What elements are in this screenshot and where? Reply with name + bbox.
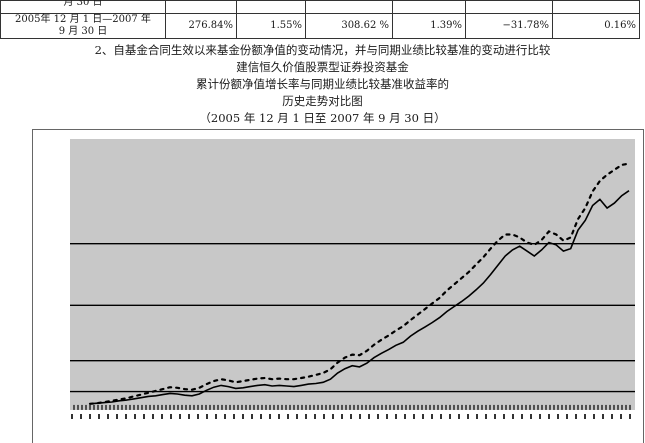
table-cell (236, 0, 306, 14)
section-heading: 2、自基金合同生效以来基金份额净值的变动情况，并与同期业绩比较基准的变动进行比较 (94, 43, 551, 57)
row-label-line1: 2005年 12 月 1 日—2007 年 (15, 14, 151, 25)
plot-area (70, 139, 635, 410)
chart-title-line3: 历史走势对比图 (282, 94, 363, 108)
table-cell-value: −31.78% (465, 13, 553, 39)
table-cell-value: 1.55% (236, 13, 306, 39)
table-cell (552, 0, 640, 14)
table-cell: 月 30 日 (0, 0, 166, 14)
table-cell (305, 0, 393, 14)
row-label-line2: 9 月 30 日 (58, 26, 108, 37)
table-row: 2005年 12 月 1 日—2007 年 9 月 30 日 276.84% 1… (0, 13, 640, 39)
table-cell-value: 276.84% (165, 13, 237, 39)
table-cell (465, 0, 553, 14)
table-cell (392, 0, 466, 14)
table-cell (165, 0, 237, 14)
line-chart (70, 139, 635, 419)
table-cell-value: 0.16% (552, 13, 640, 39)
table-cell: 2005年 12 月 1 日—2007 年 9 月 30 日 (0, 13, 166, 39)
chart-title-line2: 累计份额净值增长率与同期业绩比较基准收益率的 (196, 77, 449, 91)
chart-title-line4: （2005 年 12 月 1 日至 2007 年 9 月 30 日） (199, 111, 446, 125)
table-cell-value: 308.62 % (305, 13, 393, 39)
chart-frame (32, 129, 644, 443)
row-label: 月 30 日 (63, 0, 103, 8)
performance-table: 月 30 日 2005年 12 月 1 日—2007 年 9 月 30 日 27… (0, 0, 640, 39)
series-line-solid (89, 190, 630, 405)
chart-title-line1: 建信恒久价值股票型证券投资基金 (236, 60, 409, 74)
table-cell-value: 1.39% (392, 13, 466, 39)
table-row: 月 30 日 (0, 0, 640, 14)
series-line-dashed (88, 162, 631, 405)
